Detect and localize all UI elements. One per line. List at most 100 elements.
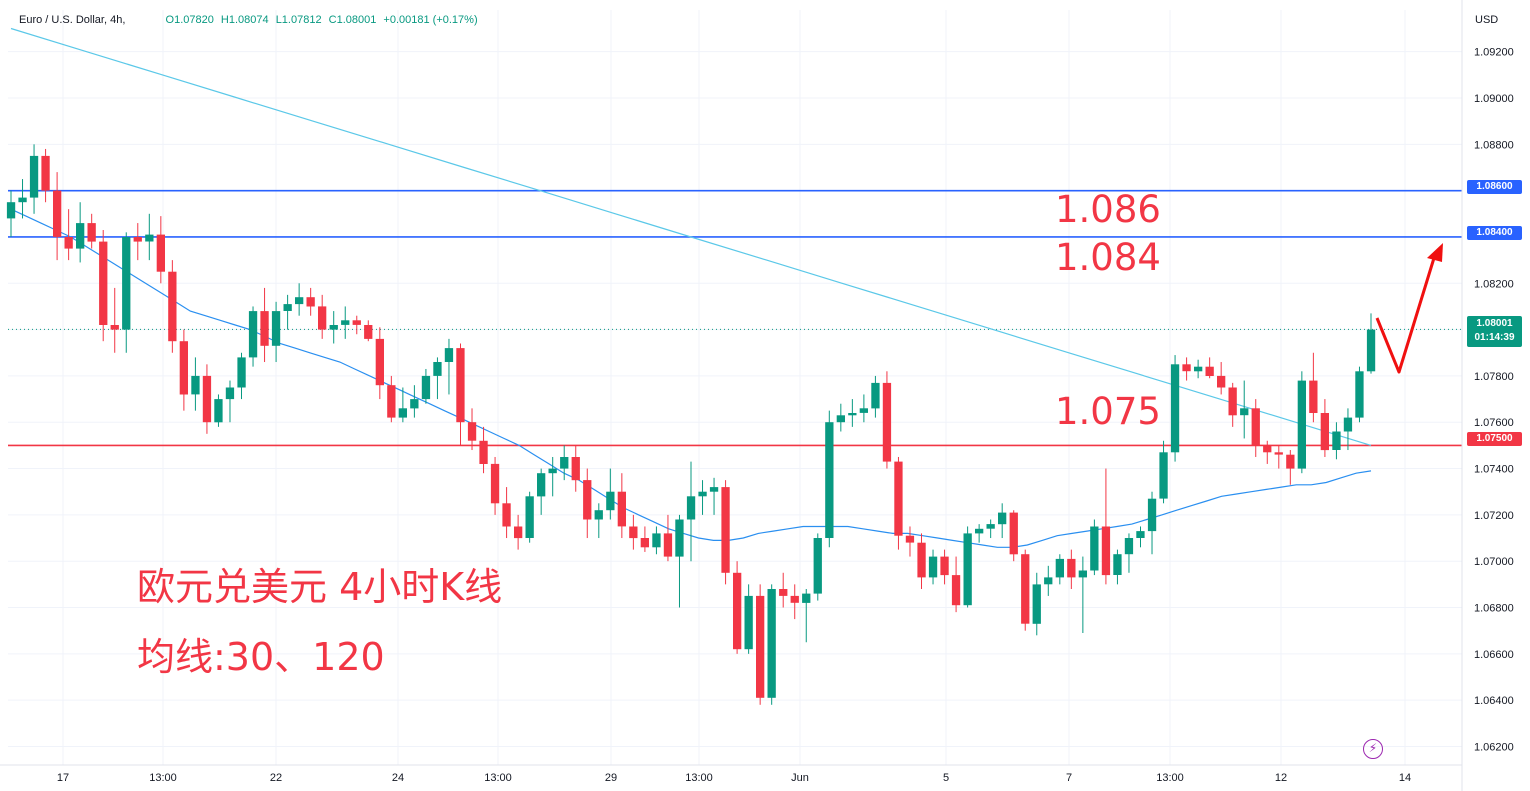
annotation-chart-title[interactable]: 欧元兑美元 4小时K线 xyxy=(137,565,503,609)
price-tick-label: 1.07800 xyxy=(1474,371,1514,383)
time-tick-label: 7 xyxy=(1066,772,1072,784)
candle xyxy=(387,375,396,423)
candle-body xyxy=(341,320,350,325)
candle xyxy=(214,394,223,427)
time-tick-label: 13:00 xyxy=(149,772,177,784)
candle xyxy=(836,403,845,432)
candle-body xyxy=(606,491,615,511)
candle-body xyxy=(260,311,269,346)
candle xyxy=(1263,440,1272,464)
candle xyxy=(1032,572,1041,636)
candle-body xyxy=(29,155,39,198)
lightning-icon[interactable]: ⚡ xyxy=(1363,739,1383,759)
annotation-1-086[interactable]: 1.086 xyxy=(1055,188,1161,231)
time-tick-label: 14 xyxy=(1399,772,1411,784)
candle-body xyxy=(64,237,73,249)
annotation-ma-note[interactable]: 均线:30、120 xyxy=(137,635,385,679)
candle xyxy=(1309,352,1318,423)
candle xyxy=(1182,357,1191,381)
candle-body xyxy=(479,440,488,464)
price-tick-label: 1.06600 xyxy=(1474,649,1514,661)
candle-body xyxy=(652,533,661,548)
candle-body xyxy=(1251,408,1260,446)
candle-body xyxy=(237,357,246,388)
candle-body xyxy=(583,480,592,520)
candle-body xyxy=(1021,554,1030,624)
candle xyxy=(1205,357,1214,379)
candle xyxy=(663,514,673,562)
candle xyxy=(606,468,615,520)
candle-body xyxy=(1309,380,1318,413)
symbol-title[interactable]: Euro / U.S. Dollar, 4h, xyxy=(19,14,126,26)
candle-body xyxy=(698,491,707,497)
candle xyxy=(1228,382,1237,427)
candle-body xyxy=(214,399,223,423)
candle xyxy=(1343,408,1353,451)
price-tick-label: 1.07400 xyxy=(1474,464,1514,476)
candle-body xyxy=(640,538,649,548)
price-tick-label: 1.06200 xyxy=(1474,742,1514,754)
candle xyxy=(675,514,684,608)
time-tick-label: 13:00 xyxy=(685,772,713,784)
candle-body xyxy=(398,408,407,418)
candle xyxy=(1078,556,1087,633)
candle-body xyxy=(295,297,304,305)
candle-body xyxy=(963,533,972,606)
candle-body xyxy=(421,375,431,400)
candle-body xyxy=(882,382,892,462)
candle xyxy=(53,172,62,261)
annotation-1-075[interactable]: 1.075 xyxy=(1055,390,1161,433)
candle-body xyxy=(1009,512,1018,555)
candle xyxy=(848,399,857,427)
candle xyxy=(802,588,811,643)
candle xyxy=(490,456,500,515)
candle-body xyxy=(1228,387,1237,416)
low-value: L1.07812 xyxy=(275,14,322,26)
candle-body xyxy=(87,223,96,242)
price-tick-label: 1.08800 xyxy=(1474,139,1514,151)
candle-body xyxy=(1182,364,1191,372)
candle-body xyxy=(848,413,857,416)
candle xyxy=(191,357,200,411)
candle xyxy=(1067,549,1076,589)
candle xyxy=(271,301,281,363)
candle-body xyxy=(6,202,16,219)
candle xyxy=(1251,399,1260,457)
candle-body xyxy=(1090,526,1099,571)
candle-body xyxy=(525,496,534,538)
candle xyxy=(260,287,269,363)
candle-body xyxy=(18,197,27,203)
currency-label[interactable]: USD xyxy=(1475,14,1499,26)
candle-body xyxy=(352,320,361,325)
candle-body xyxy=(456,348,465,423)
candle-body xyxy=(1170,364,1180,453)
annotation-1-084[interactable]: 1.084 xyxy=(1055,236,1161,279)
last-price-tag: 1.08001 01:14:39 xyxy=(1467,316,1522,347)
candle-body xyxy=(514,526,523,539)
candle-body xyxy=(1320,413,1329,451)
candle xyxy=(1240,380,1249,439)
candle-body xyxy=(1366,329,1376,372)
candle-body xyxy=(1136,531,1145,538)
candle xyxy=(882,371,892,469)
candle xyxy=(145,213,154,261)
candle xyxy=(744,584,753,654)
candle xyxy=(467,408,477,451)
price-tick-label: 1.07000 xyxy=(1474,556,1514,568)
candle-body xyxy=(168,271,177,342)
candle xyxy=(179,329,188,411)
candle xyxy=(1021,549,1030,631)
candle xyxy=(87,213,96,249)
candle-body xyxy=(248,311,258,358)
candle-body xyxy=(594,510,603,520)
open-value: O1.07820 xyxy=(165,14,214,26)
candle-body xyxy=(1124,538,1134,555)
time-tick-label: 22 xyxy=(270,772,282,784)
candle-body xyxy=(1147,498,1157,532)
candle-body xyxy=(548,468,557,474)
candle xyxy=(998,503,1007,539)
candle-body xyxy=(836,415,845,423)
candle-body xyxy=(1263,445,1272,453)
candle xyxy=(421,368,431,404)
